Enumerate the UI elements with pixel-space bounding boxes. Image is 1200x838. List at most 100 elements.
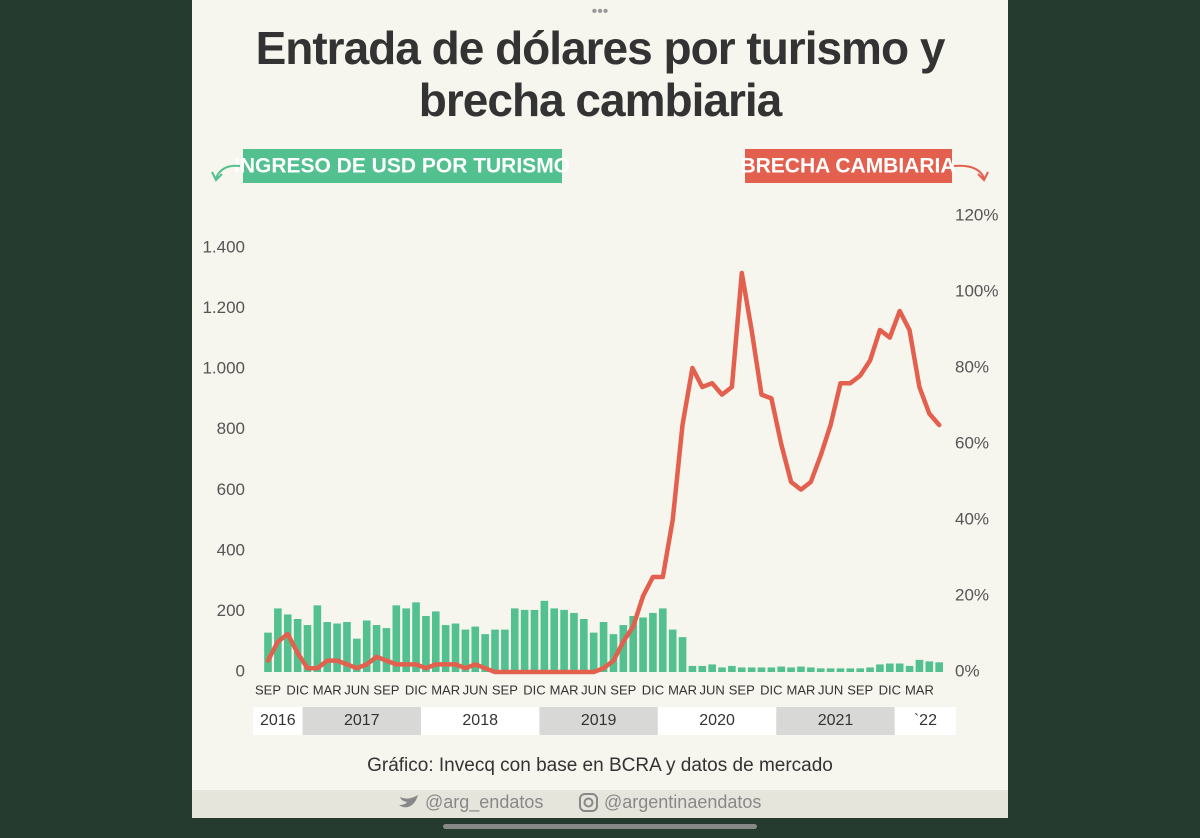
x-tick-label: SEP (373, 682, 399, 697)
bar (629, 615, 637, 672)
bar (659, 608, 667, 672)
x-tick-label: SEP (492, 682, 518, 697)
x-tick-label: DIC (405, 682, 427, 697)
x-tick-label: SEP (610, 682, 636, 697)
left-arrow (211, 164, 241, 182)
bar (412, 602, 420, 672)
bar (787, 667, 795, 672)
bar (501, 629, 509, 672)
bar (402, 608, 410, 672)
bar (935, 662, 943, 672)
x-tick-label: JUN (700, 682, 725, 697)
y2-tick-label: 120% (955, 205, 998, 224)
year-band (302, 707, 421, 735)
bar (886, 663, 894, 672)
bar (362, 620, 371, 672)
x-tick-label: JUN (581, 682, 606, 697)
bar (797, 666, 805, 672)
bar (540, 600, 549, 672)
x-tick-label: JUN (818, 682, 843, 697)
y-tick-label: 1.000 (202, 359, 245, 378)
bar (826, 668, 835, 672)
x-tick-label: SEP (255, 682, 281, 697)
bar (816, 668, 825, 672)
bar (382, 628, 391, 672)
year-label: 2020 (699, 712, 735, 729)
x-tick-label: MAR (787, 682, 816, 697)
bar (708, 664, 716, 672)
bar (619, 625, 628, 672)
right-legend: BRECHA CAMBIARIA (740, 155, 955, 178)
bar (678, 637, 687, 672)
y2-tick-label: 60% (955, 433, 989, 452)
bar (530, 609, 539, 672)
y-tick-label: 0 (236, 661, 245, 680)
line (265, 270, 942, 675)
bar (688, 665, 697, 672)
home-indicator (443, 824, 757, 829)
y-tick-label: 1.400 (202, 237, 245, 256)
x-tick-label: SEP (729, 682, 755, 697)
right-legend-box (745, 149, 952, 183)
footer-band (192, 790, 1008, 818)
bar (895, 663, 904, 672)
y-tick-label: 600 (217, 480, 245, 499)
bar (313, 605, 322, 672)
y-tick-label: 1.200 (202, 298, 245, 317)
y2-tick-label: 20% (955, 585, 989, 604)
panel (192, 0, 1008, 818)
bar (807, 667, 815, 672)
bar (264, 632, 272, 672)
bar (471, 626, 480, 672)
bar (757, 667, 766, 672)
bar (580, 619, 588, 672)
year-label: 2016 (260, 712, 296, 729)
bar (836, 668, 845, 672)
x-tick-label: DIC (760, 682, 782, 697)
bar (303, 625, 312, 672)
bar (441, 625, 450, 672)
year-band (657, 707, 777, 735)
bar (560, 609, 568, 672)
y2-tick-label: 0% (955, 661, 980, 680)
x-tick-label: JUN (344, 682, 369, 697)
year-label: 2018 (462, 712, 498, 729)
year-label: 2021 (818, 712, 854, 729)
bar (451, 623, 460, 672)
y-tick-label: 400 (217, 540, 245, 559)
bar (747, 667, 756, 672)
twitter-handle: @arg_endatos (425, 792, 543, 813)
instagram-icon (579, 793, 598, 812)
bar (777, 666, 786, 672)
y2-tick-label: 40% (955, 509, 989, 528)
right-arrow (953, 164, 989, 182)
x-tick-label: JUN (463, 682, 488, 697)
bar (599, 622, 608, 672)
instagram-handle: @argentinaendatos (604, 792, 761, 812)
bar (589, 632, 598, 672)
x-tick-label: MAR (313, 682, 342, 697)
year-label: `22 (914, 712, 937, 729)
bar (737, 667, 746, 672)
bar (846, 668, 855, 672)
bar (343, 622, 351, 672)
twitter-icon (399, 795, 418, 808)
bar (905, 665, 914, 672)
source: Gráfico: Invecq con base en BCRA y datos… (367, 755, 833, 776)
x-tick-label: DIC (879, 682, 901, 697)
bar (293, 619, 302, 672)
menu-dots: ••• (592, 3, 609, 20)
bar (461, 629, 470, 672)
y2-tick-label: 80% (955, 357, 989, 376)
bar (392, 605, 401, 672)
bar (570, 612, 578, 672)
x-tick-label: MAR (431, 682, 460, 697)
bar (856, 668, 864, 672)
bar (728, 665, 736, 672)
bar (915, 659, 924, 672)
bar (481, 634, 489, 672)
bar (698, 665, 707, 672)
x-tick-label: MAR (668, 682, 697, 697)
